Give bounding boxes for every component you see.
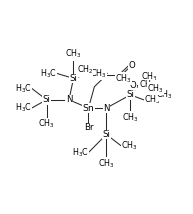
Text: CH$_3$: CH$_3$ xyxy=(141,71,157,83)
Text: CH$_3$: CH$_3$ xyxy=(65,48,82,60)
Text: CH$_3$: CH$_3$ xyxy=(147,82,164,95)
Text: CH$_3$: CH$_3$ xyxy=(144,94,160,106)
Text: CH$_3$: CH$_3$ xyxy=(38,118,55,131)
Text: CH$_3$: CH$_3$ xyxy=(98,158,115,170)
Text: CH$_3$: CH$_3$ xyxy=(121,140,138,152)
Text: Si: Si xyxy=(126,90,134,99)
Text: Si: Si xyxy=(102,130,110,139)
Text: H$_3$C: H$_3$C xyxy=(40,67,57,80)
Text: CH$_3$: CH$_3$ xyxy=(90,67,107,80)
Text: CH$_2$: CH$_2$ xyxy=(77,64,93,76)
Text: CH$_3$: CH$_3$ xyxy=(115,72,132,85)
Text: H$_3$C: H$_3$C xyxy=(72,146,88,159)
Text: O: O xyxy=(129,61,135,70)
Text: Si: Si xyxy=(69,74,77,83)
Text: H$_3$C: H$_3$C xyxy=(15,102,32,114)
Text: N: N xyxy=(66,95,72,104)
Text: CH$_3$: CH$_3$ xyxy=(156,89,172,101)
Text: Sn: Sn xyxy=(83,104,94,113)
Text: CH$_2$: CH$_2$ xyxy=(139,79,155,91)
Text: Br: Br xyxy=(84,123,93,132)
Text: Si: Si xyxy=(43,95,51,104)
Text: O: O xyxy=(130,80,137,89)
Text: H$_3$C: H$_3$C xyxy=(15,82,32,95)
Text: N: N xyxy=(103,104,110,113)
Text: CH$_3$: CH$_3$ xyxy=(122,111,139,124)
